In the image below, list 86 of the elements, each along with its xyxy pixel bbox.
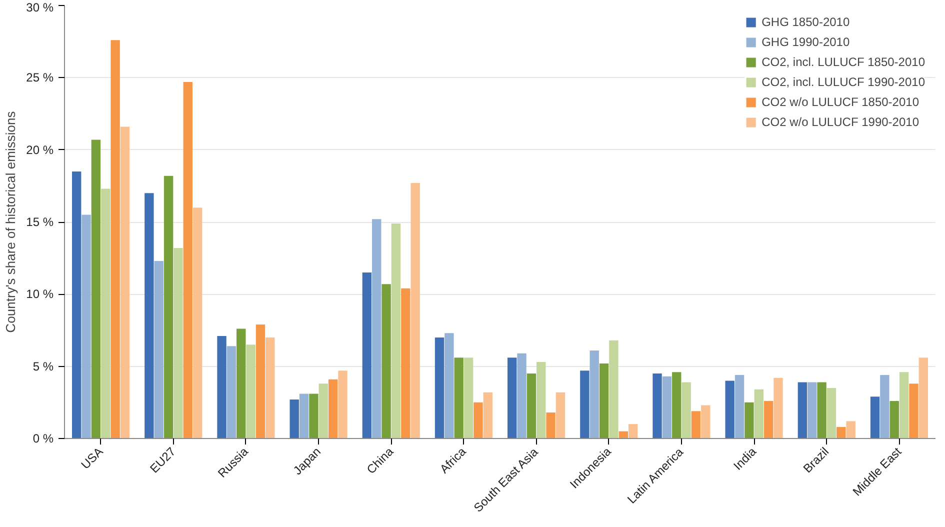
bar [754,389,764,438]
bar [526,374,536,438]
bar [798,382,808,438]
bar [536,362,546,438]
y-tick-label: 0 % [32,432,54,446]
bar [734,374,744,438]
bar [880,374,890,438]
bar [91,140,101,438]
bar [144,193,154,438]
bar [599,363,609,438]
bar [817,382,826,438]
x-tick-label: USA [78,444,106,472]
bar [183,82,192,438]
bar [174,248,183,438]
bar [474,402,483,438]
bar [846,421,856,438]
bar [580,370,590,438]
legend-label: GHG 1990-2010 [762,35,850,49]
bar [362,272,372,438]
bar [508,358,517,438]
bar [391,223,401,438]
bar [318,384,328,438]
legend-label: GHG 1850-2010 [762,15,850,29]
legend-label: CO2 w/o LULUCF 1850-2010 [762,95,919,109]
bar [464,358,474,438]
bar [328,379,338,438]
bar [226,346,236,438]
bar [701,405,710,438]
bar [590,350,599,438]
bar [764,400,774,438]
bar [609,340,618,438]
y-tick-label: 25 % [26,70,54,85]
bar [256,324,266,438]
y-tick-label: 10 % [26,287,54,302]
bar [628,424,638,438]
bar [401,288,410,438]
y-tick-label: 20 % [26,142,54,157]
bar [217,336,226,438]
bar [556,392,566,438]
bar [836,426,846,438]
bar [682,382,691,438]
bar [808,382,817,438]
bar [266,337,275,438]
bar [899,372,909,438]
bar [826,388,836,438]
bar [725,380,734,438]
y-tick-label: 15 % [26,215,54,229]
bar [246,344,256,438]
bar [309,394,318,438]
y-axis-title: Country's share of historical emissions [3,110,18,333]
bar [691,411,701,438]
bar [290,400,299,438]
bar [672,372,682,438]
bar [192,208,202,438]
bar [744,402,754,438]
bar [72,171,82,438]
bar [890,400,899,438]
bar [120,126,130,438]
bar [546,412,556,438]
bar [774,378,783,438]
bar [338,370,348,438]
bar [101,188,110,438]
bar [164,176,174,438]
bar [372,219,382,438]
bar [82,214,91,438]
y-tick-label: 30 % [26,0,54,14]
bar [299,394,309,438]
bar [652,374,662,438]
bar [410,183,420,438]
y-tick-label: 5 % [32,359,54,374]
bar [236,328,246,438]
bar [382,284,391,438]
bar [918,358,928,438]
bar [434,337,444,438]
bar [662,376,672,438]
legend-label: CO2 w/o LULUCF 1990-2010 [762,115,919,129]
bar [444,333,454,438]
bar [483,392,492,438]
legend-label: CO2, incl. LULUCF 1850-2010 [762,55,925,69]
bar [909,384,918,438]
bar [454,358,464,438]
bar [110,40,120,438]
legend-label: CO2, incl. LULUCF 1990-2010 [762,75,925,89]
bar [517,353,526,438]
bar [154,260,164,438]
bar [870,396,880,438]
